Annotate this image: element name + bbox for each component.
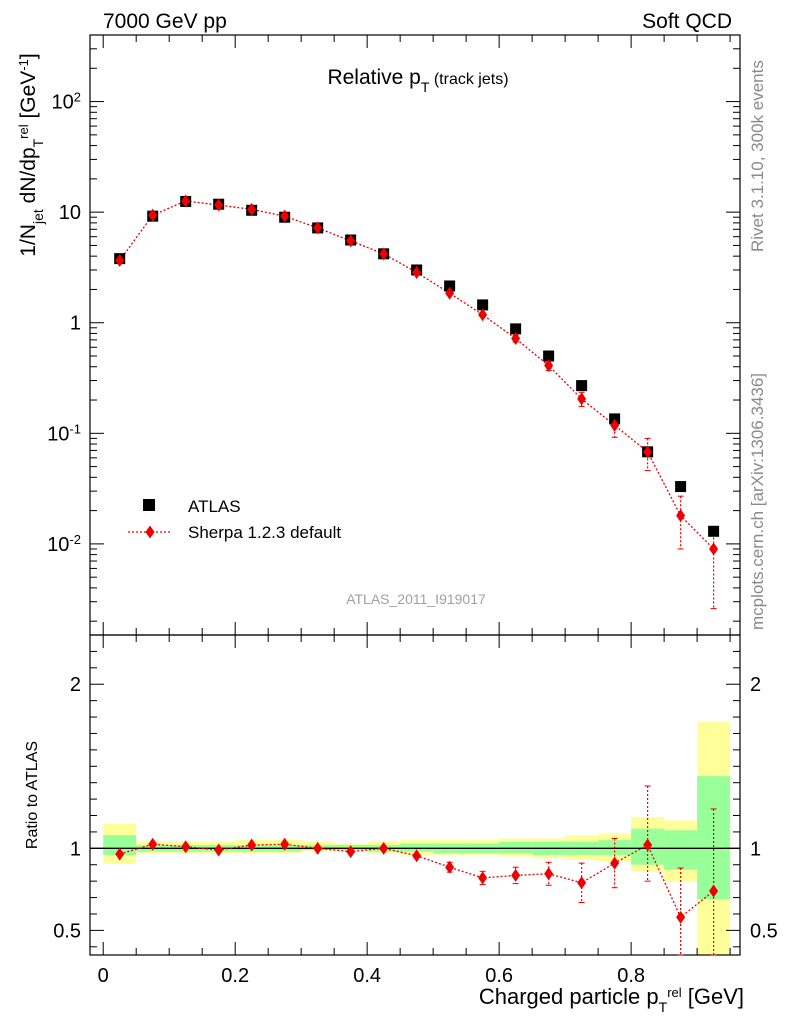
atlas-point [477,299,489,311]
ratio-sherpa-point [115,847,125,861]
ratio-sherpa-point [280,837,290,851]
watermark: ATLAS_2011_I919017 [346,591,486,607]
ratio-band-inner [499,841,533,854]
sherpa-point [181,194,191,208]
sherpa-point [214,198,224,212]
legend-atlas-label: ATLAS [188,497,241,516]
sherpa-point [610,418,620,432]
sherpa-point [445,286,455,300]
ratio-y-axis-label: Ratio to ATLAS [24,741,41,849]
x-axis-label: Charged particle pTrel [GeV] [479,984,744,1015]
ratio-sherpa-point [643,838,653,852]
x-tick-label: 0.2 [221,965,249,987]
y-tick-label: 1 [70,313,81,335]
atlas-point [444,280,456,292]
sherpa-point [577,392,587,406]
sherpa-point [412,265,422,279]
sherpa-point [511,332,521,346]
ratio-y-tick-label-right: 2 [750,674,761,696]
atlas-point [708,525,720,537]
ratio-sherpa-point [247,838,257,852]
header-left: 7000 GeV pp [103,10,227,33]
legend-sherpa-label: Sherpa 1.2.3 default [188,523,341,542]
sherpa-point [709,542,719,556]
main-y-axis-label: 1/Njet dN/dpTrel [GeV-1] [16,53,47,256]
ratio-sherpa-point [577,876,587,890]
legend-sherpa-marker [145,525,155,539]
ratio-sherpa-point [214,843,224,857]
ratio-sherpa-point [412,849,422,863]
sherpa-point [115,254,125,268]
ratio-plot-frame [89,634,741,956]
side-label-version: Rivet 3.1.10, 300k events [748,60,767,252]
ratio-sherpa-point [181,840,191,854]
main-plot-frame [89,34,741,636]
atlas-point [510,323,522,335]
x-tick-label: 0 [98,965,109,987]
ratio-sherpa-point [544,867,554,881]
ratio-sherpa-point [445,860,455,874]
atlas-point [543,350,555,362]
sherpa-point [544,359,554,373]
sherpa-point [313,221,323,235]
ratio-sherpa-point [478,871,488,885]
x-tick-label: 0.8 [617,965,645,987]
ratio-sherpa-point [709,884,719,898]
ratio-sherpa-point [610,856,620,870]
ratio-band-inner [400,843,434,852]
ratio-y-tick-label: 2 [70,674,81,696]
sherpa-point [643,445,653,459]
ratio-sherpa-point [511,868,521,882]
y-tick-label: 10 [59,202,81,224]
ratio-sherpa-point [148,837,158,851]
x-tick-label: 0.4 [353,965,381,987]
header-right: Soft QCD [642,10,732,33]
ratio-band-inner [103,835,137,855]
ratio-y-tick-label: 0.5 [53,920,81,942]
ratio-band-inner [664,830,698,870]
chart-title: Relative pT (track jets) [327,66,508,95]
y-tick-label: 10-2 [47,531,81,556]
x-tick-label: 0.6 [485,965,513,987]
ratio-y-tick-label-right: 0.5 [750,920,778,942]
y-tick-label: 102 [52,89,81,114]
ratio-sherpa-point [346,845,356,859]
ratio-sherpa-point [379,841,389,855]
ratio-sherpa-point [676,910,686,924]
y-tick-label: 10-1 [47,421,81,446]
atlas-point [675,481,687,493]
ratio-y-tick-label: 1 [70,838,81,860]
ratio-y-tick-label-right: 1 [750,838,761,860]
sherpa-point [148,208,158,222]
sherpa-point [247,202,257,216]
sherpa-point [676,509,686,523]
sherpa-point [346,234,356,248]
sherpa-point [280,209,290,223]
ratio-sherpa-point [313,841,323,855]
sherpa-point [379,247,389,261]
sherpa-point [478,308,488,322]
legend-atlas-marker [143,499,155,511]
side-label-reference: mcplots.cern.ch [arXiv:1306.3436] [748,372,767,630]
atlas-point [576,380,588,392]
